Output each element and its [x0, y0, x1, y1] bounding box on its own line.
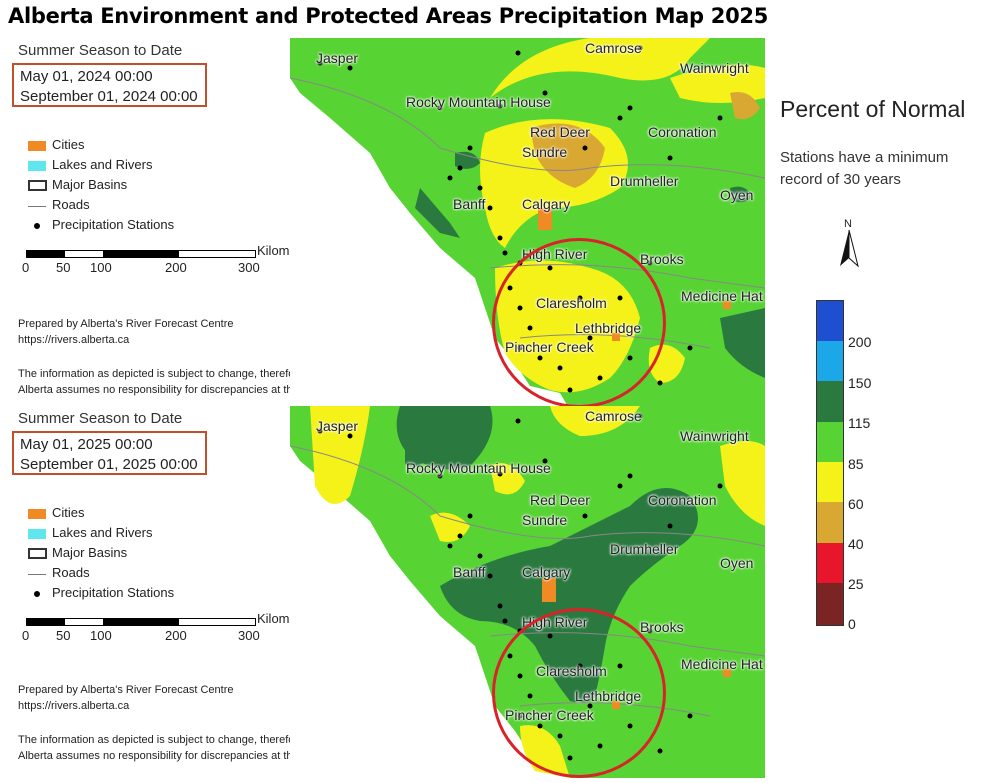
- map-legend: Cities Lakes and Rivers Major Basins Roa…: [28, 504, 174, 604]
- place-label: Brooks: [640, 251, 684, 267]
- season-label: Summer Season to Date: [18, 410, 183, 427]
- place-label: Brooks: [640, 619, 684, 635]
- credit-url: https://rivers.alberta.ca: [18, 334, 130, 346]
- scale-label: 25: [848, 576, 864, 592]
- scale-tick: 0: [22, 628, 30, 643]
- cities-swatch: [28, 141, 46, 151]
- credit-url: https://rivers.alberta.ca: [18, 700, 130, 712]
- page-title: Alberta Environment and Protected Areas …: [8, 4, 769, 28]
- legend-stations: Precipitation Stations: [28, 584, 174, 604]
- scale-tick: 50: [56, 260, 71, 275]
- legend-lakes: Lakes and Rivers: [28, 156, 174, 176]
- scale-label: 0: [848, 616, 856, 632]
- place-label: Rocky Mountain House: [406, 460, 551, 476]
- map-panel-2024: Summer Season to Date May 01, 2024 00:00…: [0, 38, 770, 410]
- lakes-swatch: [28, 529, 46, 539]
- basins-swatch: [28, 180, 47, 191]
- credit-prepared: Prepared by Alberta's River Forecast Cen…: [18, 318, 234, 330]
- place-label: Banff: [453, 564, 486, 580]
- place-label: Red Deer: [530, 492, 590, 508]
- place-label: Red Deer: [530, 124, 590, 140]
- disclaimer-line2: Alberta assumes no responsibility for di…: [18, 384, 359, 396]
- station-dot-icon: [34, 223, 40, 229]
- legend-cities: Cities: [28, 136, 174, 156]
- basins-swatch: [28, 548, 47, 559]
- station-dot-icon: [34, 591, 40, 597]
- date-start: May 01, 2024 00:00: [20, 68, 153, 85]
- place-label: Banff: [453, 196, 486, 212]
- place-label: Coronation: [648, 492, 717, 508]
- scale-tick: 100: [90, 628, 112, 643]
- legend-basins: Major Basins: [28, 176, 174, 196]
- disclaimer-line2: Alberta assumes no responsibility for di…: [18, 750, 359, 762]
- place-label: Wainwright: [680, 60, 749, 76]
- place-label: Rocky Mountain House: [406, 94, 551, 110]
- date-start: May 01, 2025 00:00: [20, 436, 153, 453]
- place-label: Calgary: [522, 564, 571, 580]
- place-label: Drumheller: [610, 173, 679, 189]
- scale-tick: 200: [165, 260, 187, 275]
- scale-label: 85: [848, 456, 864, 472]
- place-label: Coronation: [648, 124, 717, 140]
- legend-roads: Roads: [28, 196, 174, 216]
- legend-lakes: Lakes and Rivers: [28, 524, 174, 544]
- date-end: September 01, 2025 00:00: [20, 456, 198, 473]
- place-label: Medicine Hat: [681, 656, 763, 672]
- highlight-circle: [492, 238, 666, 408]
- scale-label: 115: [848, 415, 871, 431]
- lakes-swatch: [28, 161, 46, 171]
- credit-prepared: Prepared by Alberta's River Forecast Cen…: [18, 684, 234, 696]
- map-panel-2025: Summer Season to Date May 01, 2025 00:00…: [0, 406, 770, 778]
- legend-basins: Major Basins: [28, 544, 174, 564]
- scale-label: 60: [848, 496, 864, 512]
- roads-swatch: [28, 574, 46, 575]
- legend-roads: Roads: [28, 564, 174, 584]
- scale-tick: 300: [238, 628, 260, 643]
- legend-cities: Cities: [28, 504, 174, 524]
- legend-stations: Precipitation Stations: [28, 216, 174, 236]
- scale-tick: 300: [238, 260, 260, 275]
- scale-bar: [26, 618, 256, 626]
- place-label: Calgary: [522, 196, 571, 212]
- date-range-box: May 01, 2025 00:00 September 01, 2025 00…: [12, 431, 207, 475]
- season-label: Summer Season to Date: [18, 42, 183, 59]
- scale-label: 40: [848, 536, 864, 552]
- percent-legend-title: Percent of Normal: [780, 96, 966, 122]
- place-label: Camrose: [585, 40, 642, 56]
- place-label: Medicine Hat: [681, 288, 763, 304]
- scale-tick: 50: [56, 628, 71, 643]
- scale-bar: [26, 250, 256, 258]
- roads-swatch: [28, 206, 46, 207]
- scale-tick: 200: [165, 628, 187, 643]
- cities-swatch: [28, 509, 46, 519]
- scale-label: 200: [848, 334, 872, 350]
- place-label: Oyen: [720, 555, 754, 571]
- percent-legend-note: Stations have a minimum record of 30 yea…: [780, 149, 949, 188]
- map-legend: Cities Lakes and Rivers Major Basins Roa…: [28, 136, 174, 236]
- place-label: Camrose: [585, 408, 642, 424]
- date-end: September 01, 2024 00:00: [20, 88, 198, 105]
- place-label: Sundre: [522, 144, 568, 160]
- scale-tick: 100: [90, 260, 112, 275]
- scale-label: 150: [848, 375, 872, 391]
- place-label: Jasper: [316, 418, 359, 434]
- place-label: Sundre: [522, 512, 568, 528]
- highlight-circle: [492, 608, 666, 778]
- scale-tick: 0: [22, 260, 30, 275]
- place-label: Wainwright: [680, 428, 749, 444]
- date-range-box: May 01, 2024 00:00 September 01, 2024 00…: [12, 63, 207, 107]
- place-label: Drumheller: [610, 541, 679, 557]
- color-scale-bar: [816, 300, 844, 626]
- place-label: Jasper: [316, 50, 359, 66]
- north-arrow-icon: N: [836, 218, 862, 268]
- place-label: Oyen: [720, 187, 754, 203]
